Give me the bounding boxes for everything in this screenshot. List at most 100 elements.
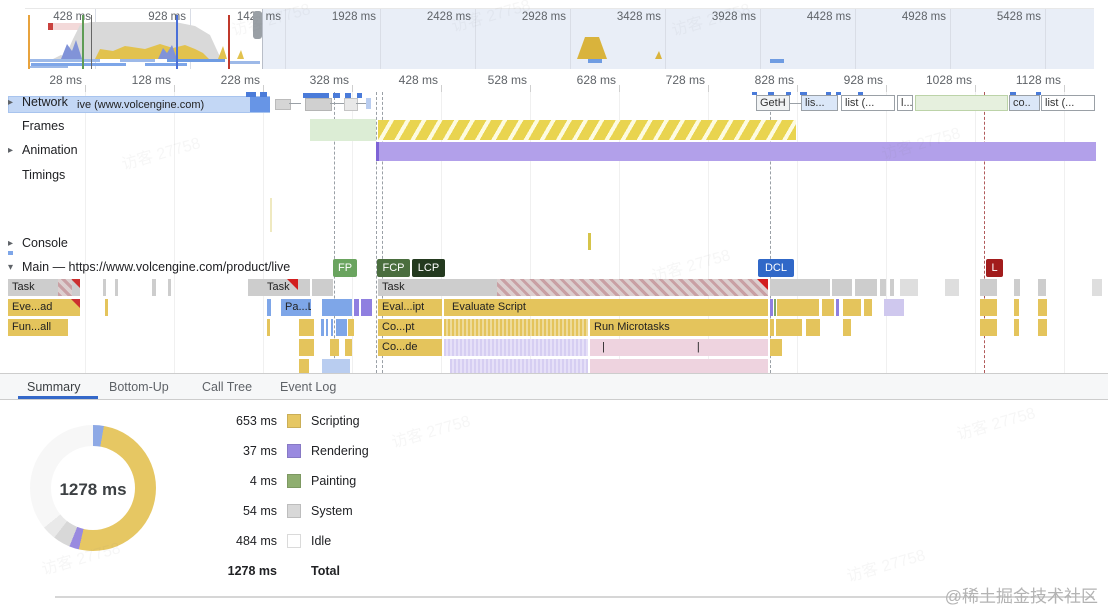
summary-panel: 1278 ms 653 ms Scripting 37 ms Rendering… xyxy=(0,400,1108,598)
flame-parse-html[interactable]: Pa...L xyxy=(281,299,311,316)
overview-marker-line xyxy=(82,15,84,69)
console-disclosure-triangle[interactable]: ▸ xyxy=(8,238,14,249)
track-label-network[interactable]: Network xyxy=(22,95,68,109)
summary-total-time: 1278 ms xyxy=(59,480,127,499)
bottom-divider xyxy=(55,596,1094,598)
network-request-box[interactable]: list (... xyxy=(841,95,895,111)
main-disclosure-triangle[interactable]: ▾ xyxy=(8,262,14,273)
timeline-overview[interactable]: 428 ms 928 ms 1428 ms 1928 ms 2428 ms 29… xyxy=(25,8,1094,70)
animation-disclosure-triangle[interactable]: ▸ xyxy=(8,145,14,156)
legend-value: 484 ms xyxy=(236,534,277,548)
legend-label: System xyxy=(311,504,353,518)
flame-evaluate-script[interactable]: Evaluate Script xyxy=(444,299,768,316)
ruler-tick: 1028 ms xyxy=(925,73,972,87)
ruler-tick: 628 ms xyxy=(576,73,616,87)
ruler-tick: 828 ms xyxy=(754,73,794,87)
ruler-tick: 228 ms xyxy=(220,73,260,87)
fp-marker-line xyxy=(334,92,335,373)
overview-marker-line xyxy=(91,15,92,69)
network-request-box[interactable]: l... xyxy=(897,95,913,111)
timing-badge-fp[interactable]: FP xyxy=(333,259,357,277)
legend-label: Idle xyxy=(311,534,332,548)
flame-run-microtasks[interactable]: Run Microtasks xyxy=(590,319,768,336)
overview-tick: 428 ms xyxy=(53,11,91,23)
ruler-tick: 28 ms xyxy=(49,73,82,87)
legend-swatch-system xyxy=(287,504,301,518)
track-label-frames[interactable]: Frames xyxy=(22,119,65,133)
track-label-console[interactable]: Console xyxy=(22,236,68,250)
overview-marker-line xyxy=(176,15,178,69)
flame-evaluate-script[interactable]: Eval...ipt xyxy=(378,299,442,316)
network-request-box[interactable]: co.. xyxy=(1009,95,1040,111)
timing-badge-dcl[interactable]: DCL xyxy=(758,259,794,277)
legend-value: 4 ms xyxy=(249,474,277,488)
flame-pink-call[interactable]: | | xyxy=(590,339,768,356)
network-request-label: ive (www.volcengine.com) xyxy=(77,99,205,111)
legend-label: Scripting xyxy=(311,414,360,428)
overview-tick: 3928 ms xyxy=(711,11,756,23)
overview-marker-line xyxy=(228,15,230,69)
load-marker-line xyxy=(984,92,985,373)
network-request-mini[interactable] xyxy=(275,99,291,110)
tab-bottom-up[interactable]: Bottom-Up xyxy=(109,380,169,394)
legend-total-value: 1278 ms xyxy=(227,564,277,578)
tab-event-log[interactable]: Event Log xyxy=(280,380,337,394)
console-marker[interactable] xyxy=(588,233,591,250)
overview-cpu-chart xyxy=(28,22,784,68)
legend-swatch-painting xyxy=(287,474,301,488)
timing-badge-fcp[interactable]: FCP xyxy=(377,259,410,277)
overview-tick: 2428 ms xyxy=(426,11,471,23)
network-request-box[interactable] xyxy=(915,95,1008,111)
timing-badge-load[interactable]: L xyxy=(986,259,1003,277)
legend-value: 54 ms xyxy=(242,504,277,518)
flame-compile-script[interactable]: Co...pt xyxy=(378,319,442,336)
network-disclosure-triangle[interactable]: ▸ xyxy=(8,97,14,108)
legend-total-label: Total xyxy=(311,564,340,578)
overview-tick: 4928 ms xyxy=(901,11,946,23)
overview-tick: 5428 ms xyxy=(996,11,1041,23)
network-request-bar[interactable]: ive (www.volcengine.com) xyxy=(8,96,270,113)
overview-tick: 2928 ms xyxy=(521,11,566,23)
legend-swatch-rendering xyxy=(287,444,301,458)
ruler-tick: 128 ms xyxy=(131,73,171,87)
timing-badge-lcp[interactable]: LCP xyxy=(412,259,445,277)
fcp-marker-line xyxy=(376,92,377,373)
flame-task[interactable]: Task xyxy=(248,279,310,296)
flame-compile-code[interactable]: Co...de xyxy=(378,339,442,356)
legend-value: 37 ms xyxy=(242,444,277,458)
network-request-box[interactable]: lis... xyxy=(801,95,838,111)
overview-unselected-region xyxy=(262,9,1094,69)
overview-tick: 3428 ms xyxy=(616,11,661,23)
tab-summary[interactable]: Summary xyxy=(27,380,81,394)
network-request-body xyxy=(250,97,270,112)
network-request-mini[interactable] xyxy=(305,98,332,111)
track-label-animation[interactable]: Animation xyxy=(22,143,78,157)
overview-window-handle[interactable] xyxy=(253,11,262,39)
dcl-marker-line xyxy=(770,92,771,373)
ruler-tick: 1128 ms xyxy=(1015,73,1061,87)
overview-window-edge[interactable] xyxy=(262,9,263,69)
frame-idle-block[interactable] xyxy=(310,119,376,141)
tab-call-tree[interactable]: Call Tree xyxy=(202,380,253,394)
legend-label: Painting xyxy=(311,474,357,488)
network-request-mini[interactable] xyxy=(344,98,358,111)
flame-event-dispatch[interactable]: Eve...ad xyxy=(8,299,80,316)
legend-swatch-idle xyxy=(287,534,301,548)
flame-function-call[interactable]: Fun...all xyxy=(8,319,68,336)
track-label-main[interactable]: Main — https://www.volcengine.com/produc… xyxy=(22,260,291,274)
timeline-ruler: 28 ms 128 ms 228 ms 328 ms 428 ms 528 ms… xyxy=(0,69,1108,93)
overview-tick: 4428 ms xyxy=(806,11,851,23)
network-request-box[interactable]: list (... xyxy=(1041,95,1095,111)
partially-presented-frames[interactable] xyxy=(378,120,796,140)
legend-swatch-scripting xyxy=(287,414,301,428)
ruler-tick: 328 ms xyxy=(309,73,349,87)
animation-bar[interactable] xyxy=(376,142,1096,161)
network-request-box[interactable]: GetH xyxy=(756,95,790,111)
bottom-panel-tabbar: Summary Bottom-Up Call Tree Event Log xyxy=(0,373,1108,400)
track-label-timings[interactable]: Timings xyxy=(22,168,66,182)
legend-label: Rendering xyxy=(311,444,369,458)
legend-value: 653 ms xyxy=(236,414,277,428)
timeline-tracks: ive (www.volcengine.com) GetH lis... lis… xyxy=(0,92,1108,373)
active-tab-underline xyxy=(18,396,98,399)
